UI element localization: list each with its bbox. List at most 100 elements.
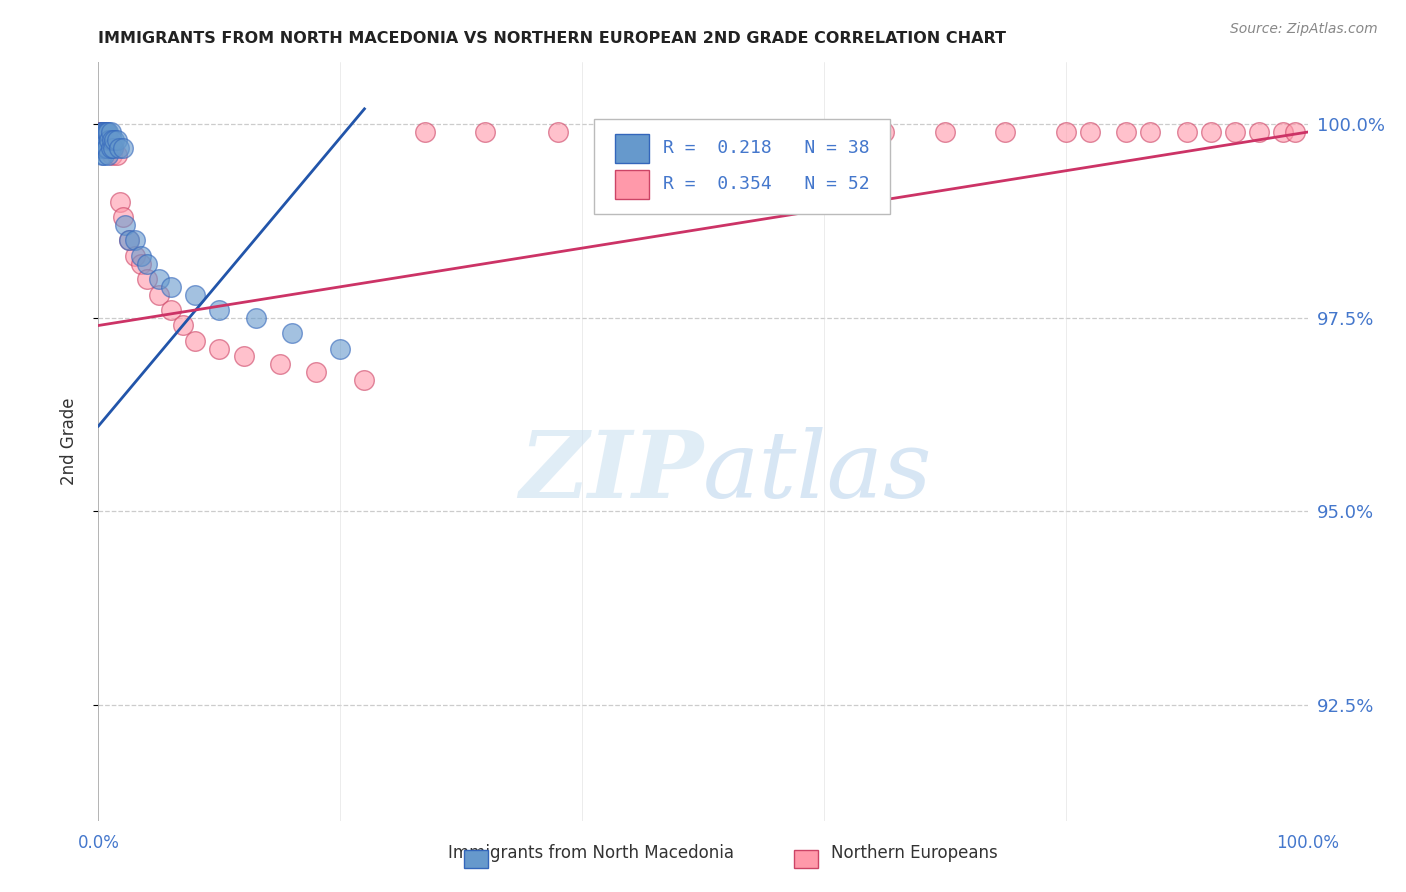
Point [1272,125,1295,139]
Point [105,148,128,162]
Point [245,310,267,325]
Text: R =  0.354   N = 52: R = 0.354 N = 52 [664,175,870,193]
Point [98,140,121,154]
Point [96,133,118,147]
Point [97,148,120,162]
Point [100,125,122,139]
Point [118,233,141,247]
Point [91,125,114,139]
Point [91,125,114,139]
Point [752,125,775,139]
Point [1284,125,1306,139]
Point [89,125,111,139]
Point [148,287,170,301]
Point [232,350,254,364]
Point [129,249,152,263]
Point [1223,125,1246,139]
Point [305,365,328,379]
Point [101,140,124,154]
Point [93,125,115,139]
Point [135,272,157,286]
Text: Source: ZipAtlas.com: Source: ZipAtlas.com [1230,22,1378,37]
Point [1249,125,1271,139]
Point [184,287,207,301]
Point [111,210,134,224]
Point [108,194,131,209]
FancyBboxPatch shape [595,120,890,214]
Text: 100.0%: 100.0% [1277,834,1339,852]
Point [100,140,122,154]
FancyBboxPatch shape [614,134,648,162]
Point [100,148,122,162]
Point [90,125,112,139]
Point [934,125,956,139]
Point [547,125,569,139]
Point [124,249,146,263]
Point [97,125,120,139]
Text: ZIP: ZIP [519,427,703,516]
Point [91,140,114,154]
Point [873,125,896,139]
Point [93,125,115,139]
Text: atlas: atlas [703,427,932,516]
Point [91,133,114,147]
Point [184,334,207,348]
Point [91,125,114,139]
Point [208,342,231,356]
Point [1139,125,1161,139]
Point [91,140,114,154]
Point [129,257,152,271]
Point [111,140,134,154]
Point [101,140,124,154]
Point [94,140,117,154]
Text: 0.0%: 0.0% [77,834,120,852]
Point [269,357,291,371]
Point [118,233,141,247]
Point [98,133,121,147]
Point [148,272,170,286]
Point [160,303,183,318]
Point [94,140,117,154]
Point [91,148,114,162]
Point [1078,125,1101,139]
Point [114,218,136,232]
Point [93,140,115,154]
Text: IMMIGRANTS FROM NORTH MACEDONIA VS NORTHERN EUROPEAN 2ND GRADE CORRELATION CHART: IMMIGRANTS FROM NORTH MACEDONIA VS NORTH… [98,31,1007,46]
Text: R =  0.218   N = 38: R = 0.218 N = 38 [664,139,870,157]
Point [1115,125,1137,139]
Point [329,342,352,356]
Point [91,133,114,147]
Point [90,125,112,139]
Point [93,133,115,147]
Point [135,257,157,271]
Text: Northern Europeans: Northern Europeans [831,844,997,862]
Point [413,125,436,139]
Point [94,125,117,139]
Point [94,125,117,139]
Point [1199,125,1222,139]
Point [124,233,146,247]
Point [90,140,112,154]
Point [353,373,375,387]
Point [100,133,122,147]
Point [813,125,835,139]
Point [108,140,131,154]
FancyBboxPatch shape [614,170,648,199]
Text: Immigrants from North Macedonia: Immigrants from North Macedonia [447,844,734,862]
Point [474,125,496,139]
Point [89,133,111,147]
Point [1054,125,1077,139]
Point [97,133,120,147]
Point [96,125,118,139]
Point [172,318,194,333]
Point [160,280,183,294]
Y-axis label: 2nd Grade: 2nd Grade [59,398,77,485]
Point [607,125,630,139]
Point [692,125,714,139]
Point [1175,125,1198,139]
Point [93,148,115,162]
Point [103,133,125,147]
Point [100,140,122,154]
Point [994,125,1017,139]
Point [105,133,128,147]
